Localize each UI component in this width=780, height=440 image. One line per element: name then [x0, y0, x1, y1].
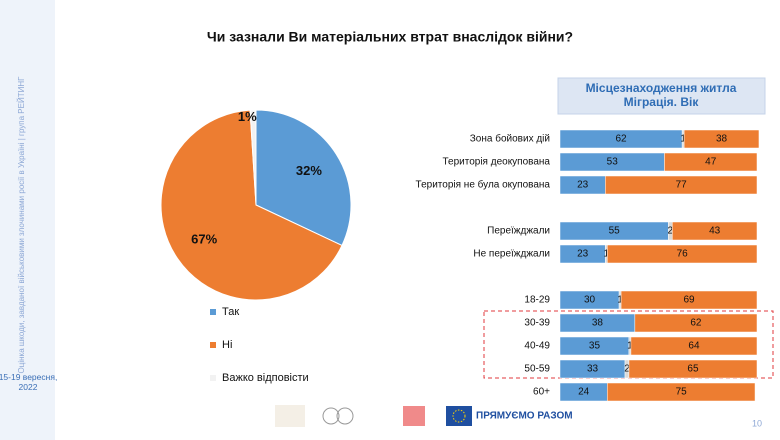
bar-value: 23	[577, 249, 589, 260]
bar-value: 30	[584, 295, 596, 306]
logos: ПРЯМУЄМО РАЗОМ	[275, 405, 573, 427]
pie-label: 67%	[191, 232, 217, 247]
legend-swatch	[210, 375, 216, 381]
bar-segment	[672, 221, 758, 241]
sidebar	[0, 0, 55, 440]
eu-stars	[452, 409, 466, 423]
logo-text: ПРЯМУЄМО РАЗОМ	[476, 411, 573, 422]
bar-segment	[620, 290, 758, 310]
bar-value: 62	[616, 134, 628, 145]
bar-segment	[664, 152, 758, 172]
bar-value: 75	[676, 387, 688, 398]
category-label: 60+	[533, 387, 550, 398]
bar-value: 38	[716, 134, 728, 145]
bar-value: 76	[677, 249, 689, 260]
bar-value: 2	[624, 364, 630, 375]
logo	[336, 407, 354, 425]
bar-title-box	[557, 77, 766, 115]
bar-segment	[607, 244, 758, 264]
date: 15-19 вересня, 2022	[0, 372, 57, 392]
legend-label: Важко відповісти	[222, 372, 309, 384]
chart-title: Місцезнаходження житла Міграція. Вік	[586, 81, 737, 109]
bar-value: 53	[607, 157, 619, 168]
bar-value: 24	[578, 387, 590, 398]
bar-value: 1	[627, 341, 633, 352]
bar-value: 23	[577, 180, 589, 191]
chart-title: Чи зазнали Ви матеріальних втрат внаслід…	[207, 29, 573, 45]
bar-segment	[683, 129, 760, 149]
logo	[403, 406, 425, 426]
bar-segment	[607, 382, 756, 402]
bar-value: 2	[668, 226, 674, 237]
category-label: 50-59	[524, 364, 550, 375]
page-number: 10	[752, 418, 762, 428]
bar-segment	[630, 336, 758, 356]
bar-value: 35	[589, 341, 601, 352]
bar-value: 65	[687, 364, 699, 375]
bar-value: 69	[683, 295, 695, 306]
pie-slice	[160, 109, 343, 301]
bar-value: 64	[688, 341, 700, 352]
bar-value: 1	[617, 295, 623, 306]
category-label: Не переїжджали	[473, 249, 550, 260]
bar-segment	[628, 359, 758, 379]
category-label: Територія деокупована	[442, 157, 550, 168]
bar-value: 38	[592, 318, 604, 329]
category-label: Переїжджали	[487, 226, 550, 237]
sidebar-text: Оцінка шкоди, завданої військовими злочи…	[17, 76, 26, 374]
legend-swatch	[210, 342, 216, 348]
logo	[322, 407, 340, 425]
bar-value: 1	[680, 134, 686, 145]
legend-label: Так	[222, 306, 239, 318]
category-label: 40-49	[524, 341, 550, 352]
bar-value: 77	[676, 180, 688, 191]
category-label: Зона бойових дій	[470, 133, 550, 145]
category-label: 30-39	[524, 318, 550, 329]
bar-value: 1	[604, 249, 610, 260]
eu-flag	[446, 406, 472, 426]
legend-label: Ні	[222, 339, 232, 351]
bar-segment	[605, 175, 758, 195]
pie-label: 32%	[296, 163, 322, 178]
category-label: Територія не була окупована	[416, 179, 551, 191]
bar-segment	[634, 313, 758, 333]
category-label: 18-29	[524, 295, 550, 306]
legend-swatch	[210, 309, 216, 315]
pie-slice	[255, 109, 352, 247]
bar-value: 43	[709, 226, 721, 237]
pie-label: 1%	[238, 109, 257, 124]
logo	[275, 405, 305, 427]
bar-value: 55	[609, 226, 621, 237]
pie-slice	[249, 109, 257, 206]
bar-value: 62	[690, 318, 702, 329]
bar-value: 47	[705, 157, 717, 168]
bar-value: 33	[587, 364, 599, 375]
